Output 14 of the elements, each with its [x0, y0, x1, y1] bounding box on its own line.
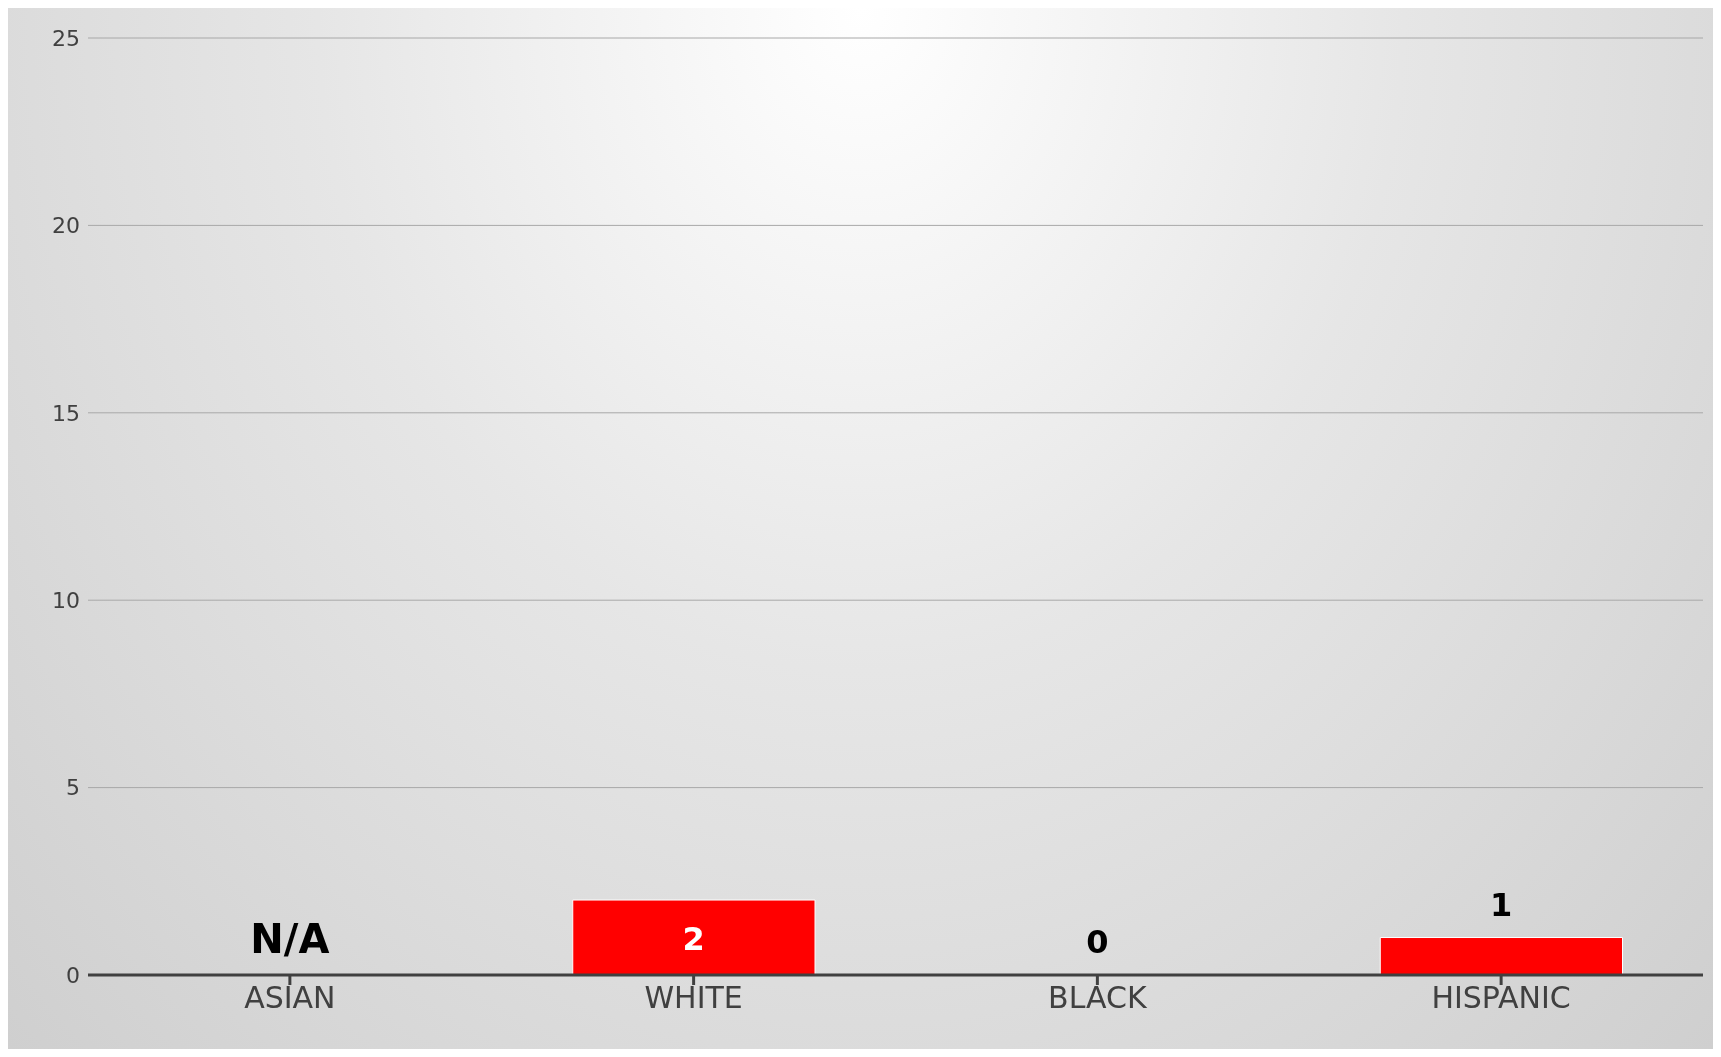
x-tick-label: ASIAN — [244, 980, 336, 1016]
y-tick-label: 10 — [52, 588, 80, 614]
y-tick-label: 15 — [52, 400, 80, 426]
x-tick-label: BLACK — [1048, 980, 1148, 1016]
data-label: 0 — [1086, 923, 1109, 961]
x-tick-label: WHITE — [644, 980, 743, 1016]
y-tick-label: 25 — [52, 25, 80, 51]
y-tick-label: 0 — [66, 962, 80, 988]
y-tick-label: 5 — [66, 775, 80, 801]
data-label: 2 — [682, 919, 705, 958]
x-tick-label: HISPANIC — [1431, 980, 1571, 1016]
text: N/A — [250, 916, 330, 962]
y-tick-label: 20 — [52, 213, 80, 239]
data-label: 1 — [1489, 885, 1513, 924]
